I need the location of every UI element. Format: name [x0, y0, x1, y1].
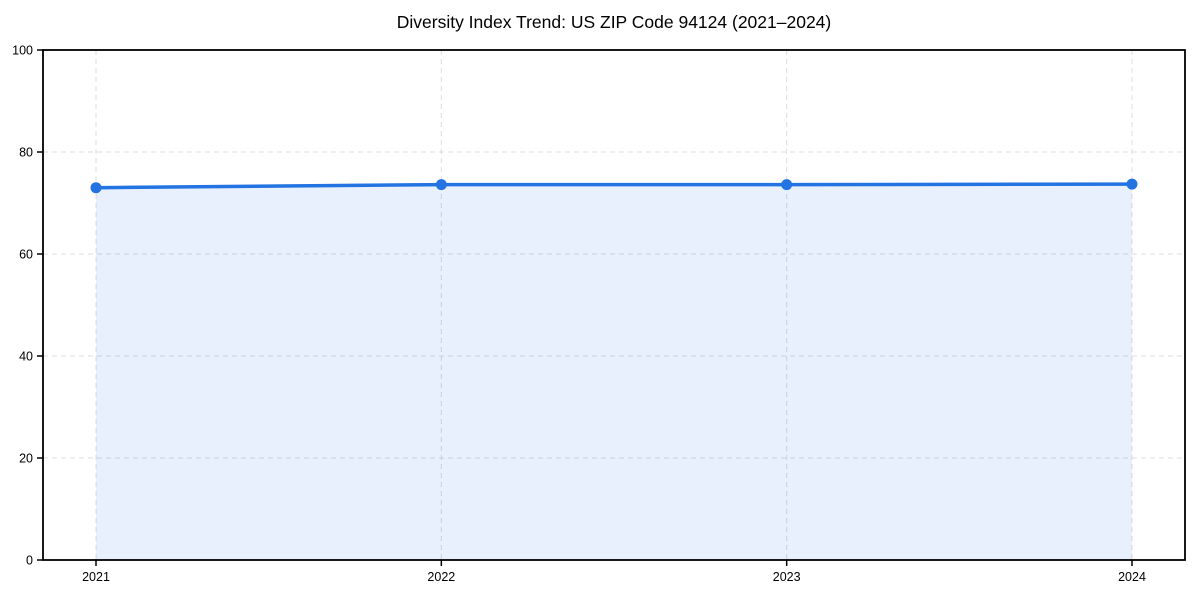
- x-tick-label: 2023: [773, 570, 801, 584]
- data-point-2022: [435, 179, 447, 191]
- data-point-2021: [90, 182, 102, 194]
- plot-border: [42, 49, 1186, 561]
- area-fill: [96, 184, 1132, 560]
- y-tick-label: 20: [19, 451, 33, 465]
- data-point-2024: [1126, 178, 1138, 190]
- data-point-2023: [781, 179, 793, 191]
- y-tick-label: 0: [26, 553, 33, 567]
- x-tick-label: 2024: [1118, 570, 1146, 584]
- x-tick-label: 2022: [427, 570, 455, 584]
- chart-title: Diversity Index Trend: US ZIP Code 94124…: [396, 12, 832, 32]
- x-tick-label: 2021: [82, 570, 110, 584]
- y-tick-label: 60: [19, 247, 33, 261]
- y-tick-label: 40: [19, 349, 33, 363]
- y-tick-label: 100: [12, 43, 33, 57]
- y-tick-label: 80: [19, 145, 33, 159]
- trend-line: [94, 182, 1134, 190]
